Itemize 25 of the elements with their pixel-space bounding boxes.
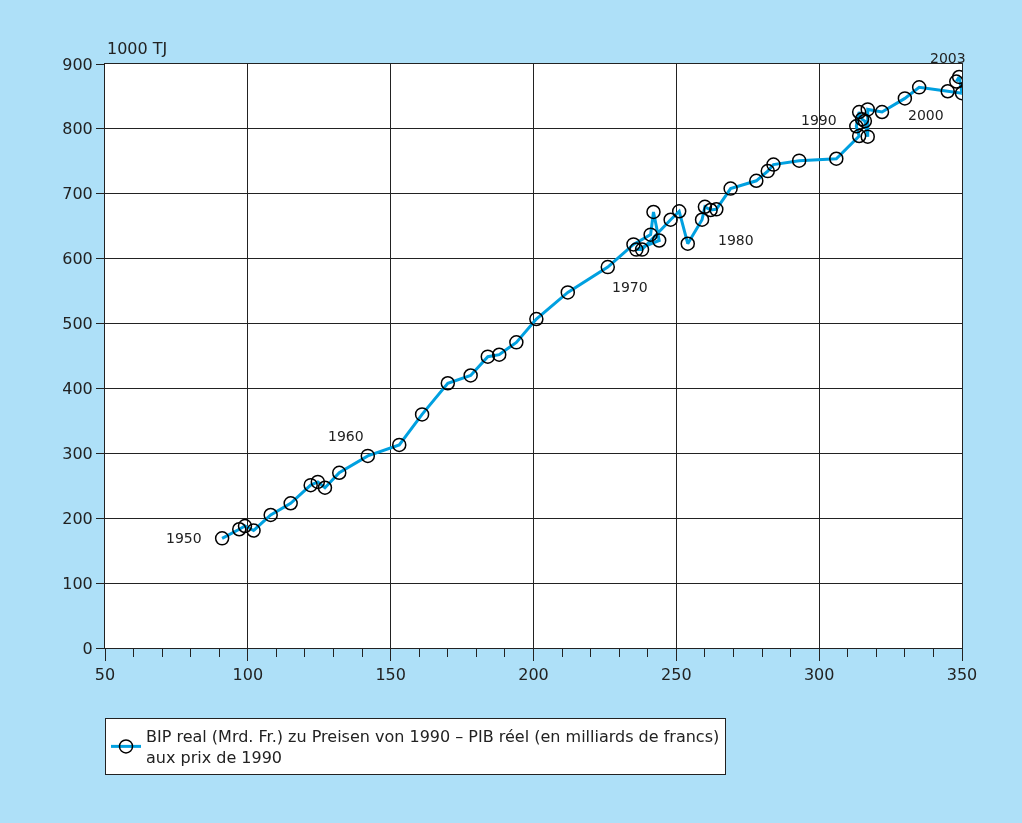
y-tick-label: 0: [82, 638, 93, 658]
x-tick-label: 350: [946, 665, 978, 685]
x-tick-label: 200: [518, 665, 549, 685]
annotation: 1950: [166, 530, 202, 546]
x-tick-label: 100: [232, 665, 264, 685]
x-tick-label: 250: [661, 665, 692, 685]
annotation: 1970: [612, 279, 648, 295]
y-tick-label: 200: [62, 508, 93, 528]
annotation: 1960: [328, 428, 364, 444]
y-tick-label: 500: [62, 314, 93, 334]
y-tick-label: 300: [62, 443, 93, 463]
y-axis-title: 1000 TJ: [107, 39, 168, 58]
annotation: 2000: [908, 107, 944, 123]
x-tick-label: 300: [803, 665, 835, 685]
y-tick-label: 900: [62, 54, 93, 74]
y-tick-label: 600: [62, 249, 93, 269]
x-tick-label: 50: [94, 665, 116, 685]
annotation: 1980: [718, 232, 754, 248]
legend-label: BIP real (Mrd. Fr.) zu Preisen von 1990 – PIB réel (en milliards de francs) aux prix de 1990: [146, 727, 720, 768]
y-tick-label: 100: [62, 573, 93, 593]
y-tick-label: 800: [62, 119, 93, 139]
x-tick-label: 150: [375, 665, 406, 685]
y-tick-label: 700: [62, 184, 93, 204]
y-tick-label: 400: [62, 379, 93, 399]
annotation: 2003: [930, 50, 966, 66]
